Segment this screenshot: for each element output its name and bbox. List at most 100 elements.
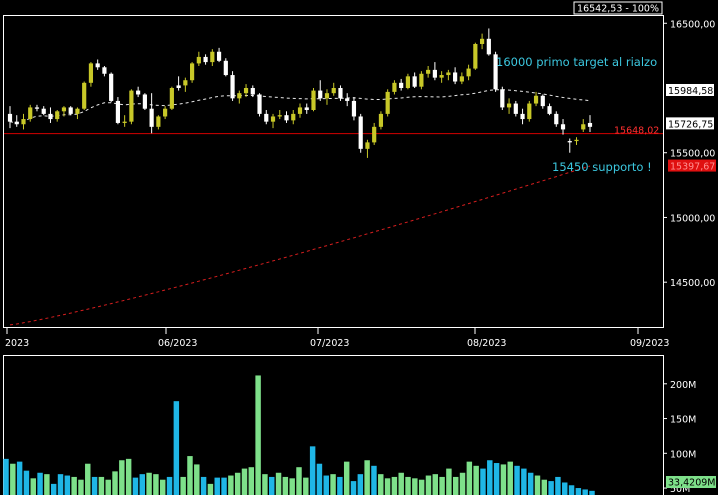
volume-bar [200,476,207,495]
volume-bar [452,476,459,495]
volume-bars [3,375,595,495]
volume-bar [309,446,316,495]
candle-body [176,85,181,88]
volume-bar [303,477,309,495]
candle-body [493,54,498,90]
y-axis-ticks: 16500,00 15500,00 15000,00 14500,00 [663,19,715,289]
candle-body [88,63,94,83]
price-panel: 2023 06/2023 07/2023 08/2023 09/2023 16500,0… [3,1,716,349]
volume-bar [173,401,180,495]
x-tick-label: 06/2023 [158,338,197,349]
candle-body [372,126,377,143]
volume-bar [418,479,425,495]
volume-bar [180,476,186,495]
candle-body [291,113,296,121]
volume-bar [3,458,9,495]
volume-y-tick-label: 100M [670,449,696,460]
volume-bar [159,479,166,495]
volume-bar [541,479,548,495]
candle-body [338,87,343,99]
candle-body [115,100,120,123]
candle-body [581,124,586,130]
volume-bar [44,474,50,495]
candle-body [7,113,13,122]
candle-body [183,80,188,86]
volume-bar [119,460,125,495]
volume-bar [507,461,513,495]
candle-body [82,82,87,109]
volume-bar [582,489,588,495]
candle-body [399,82,404,88]
volume-bar [248,467,255,495]
volume-bar [337,476,343,495]
candle-body [169,87,174,109]
volume-bar [57,474,64,495]
candle-body [75,108,80,114]
candle-body [156,116,161,127]
volume-bar [364,460,370,495]
volume-bar [289,478,295,495]
candle-body [68,107,73,114]
volume-bar [466,461,473,495]
candle-body [136,90,141,95]
candle-body [432,69,437,78]
volume-bar [78,479,84,495]
candle-body [392,82,397,92]
candle-body [405,76,410,88]
candle-body [385,91,390,114]
price-tag-label: 15984,58 [668,86,713,97]
candle-body [149,108,154,127]
volume-panel-frame [3,355,664,495]
volume-bar [316,463,323,495]
price-tag-bg [666,117,714,130]
candle-body [250,87,255,95]
candle-body [466,68,471,77]
candle-body [345,98,350,101]
volume-bar [432,474,439,495]
candle-body [547,106,552,114]
volume-bar [412,478,418,495]
candle-body [257,94,262,114]
volume-bar [228,475,234,495]
candle-body [277,115,282,117]
candle-body [486,38,491,55]
volume-bar [214,477,220,495]
volume-bar [493,463,500,495]
volume-y-tick-label: 50M [670,484,690,495]
volume-bar [562,482,568,495]
volume-bar [16,461,23,495]
candle-body [264,113,269,122]
volume-bar [446,468,452,495]
price-tag-label: 15648,02 [614,126,659,137]
price-tag-label: 15726,75 [668,119,713,130]
volume-bar [105,479,111,495]
volume-bar [521,468,527,495]
volume-bar [371,465,377,495]
volume-bar [391,476,398,495]
candle-body [237,93,242,99]
volume-bar [350,481,357,495]
candle-body [196,56,201,64]
candle-body [412,76,417,87]
moving-averages [9,89,591,326]
volume-bar [357,474,364,495]
candle-body [14,121,19,125]
candle-body [446,72,451,76]
volume-bar [153,474,159,495]
volume-bar [480,468,486,495]
volume-bar [269,476,275,495]
header-readout-box: 16542,53 - 100% [573,1,663,15]
volume-bar [575,488,582,495]
x-tick-label: 09/2023 [630,338,669,349]
volume-bar [439,476,445,495]
volume-bar [23,470,30,495]
volume-bar [30,478,36,495]
volume-last-tag: 33,4209M [668,478,715,489]
volume-bar [50,483,57,495]
candle-body [574,139,579,142]
volume-bar [330,474,336,495]
candle-body [351,100,357,117]
candle-body [513,103,518,114]
candle-body [203,56,208,63]
